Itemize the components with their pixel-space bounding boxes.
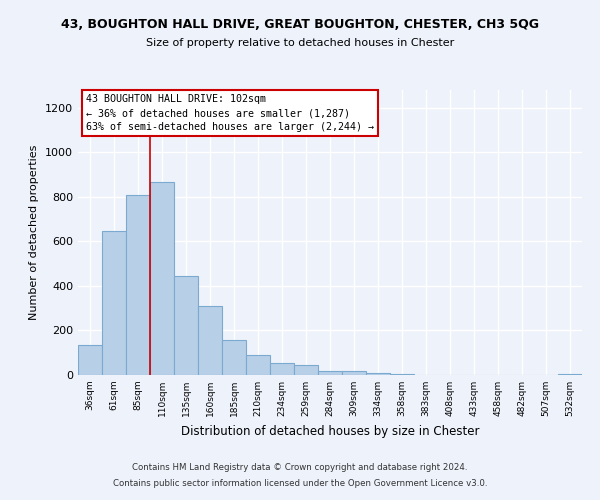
Text: Contains HM Land Registry data © Crown copyright and database right 2024.: Contains HM Land Registry data © Crown c…	[132, 464, 468, 472]
Bar	[558, 374, 582, 375]
Bar	[390, 374, 414, 375]
Bar	[366, 373, 390, 375]
Text: 43 BOUGHTON HALL DRIVE: 102sqm
← 36% of detached houses are smaller (1,287)
63% : 43 BOUGHTON HALL DRIVE: 102sqm ← 36% of …	[86, 94, 374, 132]
Bar	[294, 364, 318, 375]
Y-axis label: Number of detached properties: Number of detached properties	[29, 145, 40, 320]
Bar	[174, 276, 198, 375]
Text: 43, BOUGHTON HALL DRIVE, GREAT BOUGHTON, CHESTER, CH3 5QG: 43, BOUGHTON HALL DRIVE, GREAT BOUGHTON,…	[61, 18, 539, 30]
Bar	[270, 363, 294, 375]
Bar	[342, 370, 366, 375]
Text: Size of property relative to detached houses in Chester: Size of property relative to detached ho…	[146, 38, 454, 48]
Text: Contains public sector information licensed under the Open Government Licence v3: Contains public sector information licen…	[113, 478, 487, 488]
X-axis label: Distribution of detached houses by size in Chester: Distribution of detached houses by size …	[181, 424, 479, 438]
Bar	[198, 306, 222, 375]
Bar	[150, 182, 174, 375]
Bar	[78, 345, 102, 375]
Bar	[246, 354, 270, 375]
Bar	[126, 194, 150, 375]
Bar	[318, 371, 342, 375]
Bar	[222, 340, 246, 375]
Bar	[102, 232, 126, 375]
